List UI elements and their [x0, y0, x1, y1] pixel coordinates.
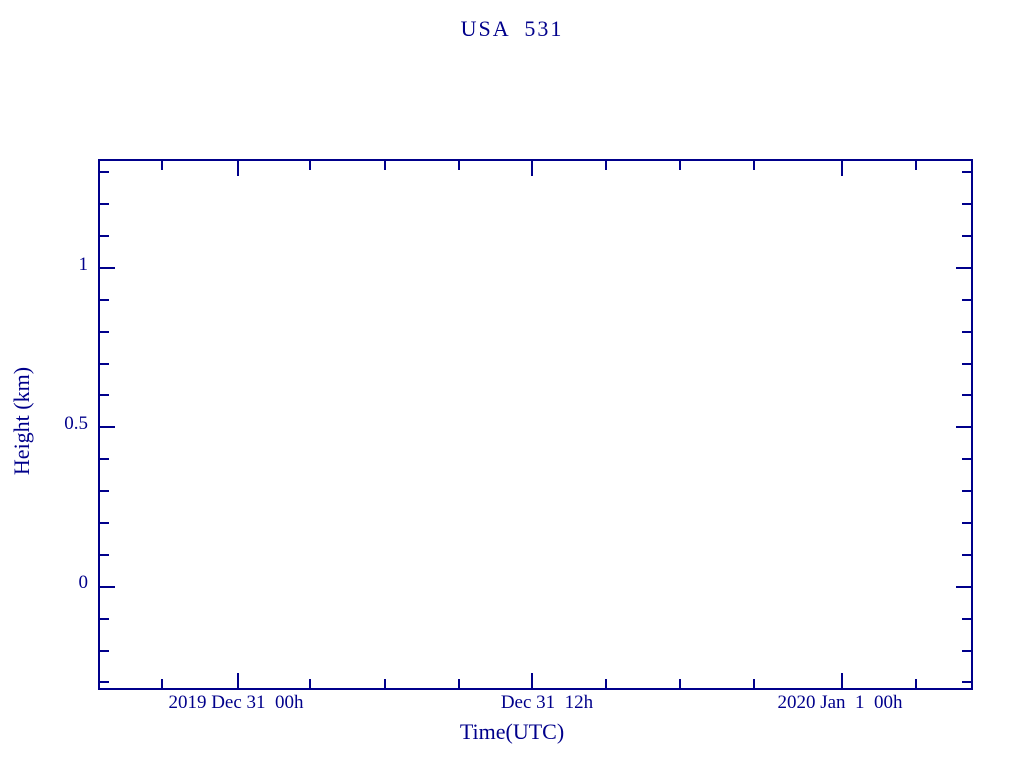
x-axis-major-tick [237, 673, 239, 688]
y-axis-minor-tick [100, 617, 109, 620]
x-axis-minor-tick [458, 161, 460, 170]
x-axis-major-tick [531, 161, 533, 176]
plot-inner-canvas [100, 161, 971, 688]
x-axis-minor-tick [753, 679, 755, 688]
x-tick-label: Dec 31 12h [500, 692, 594, 713]
y-axis-minor-tick [962, 458, 971, 461]
y-tick-label: 0 [78, 572, 89, 593]
x-axis-title: Time(UTC) [459, 719, 565, 744]
y-axis-minor-tick [962, 330, 971, 333]
y-axis-major-tick [956, 426, 971, 429]
y-axis-minor-tick [100, 298, 109, 301]
y-axis-minor-tick [100, 362, 109, 365]
x-axis-minor-tick [915, 679, 917, 688]
y-axis-minor-tick [100, 394, 109, 397]
y-axis-minor-tick [100, 458, 109, 461]
y-axis-major-tick [100, 426, 115, 429]
y-axis-minor-tick [962, 649, 971, 652]
y-axis-minor-tick [962, 394, 971, 397]
x-tick-label: 2019 Dec 31 00h [168, 692, 304, 713]
y-axis-minor-tick [100, 234, 109, 237]
x-axis-major-tick [531, 673, 533, 688]
x-axis-major-tick [237, 161, 239, 176]
y-tick-label: 0.5 [64, 413, 88, 434]
y-axis-major-tick [100, 585, 115, 588]
y-axis-minor-tick [100, 490, 109, 493]
x-axis-minor-tick [309, 679, 311, 688]
x-axis-minor-tick [679, 161, 681, 170]
y-axis-minor-tick [100, 553, 109, 556]
y-axis-minor-tick [962, 234, 971, 237]
x-axis-minor-tick [605, 679, 607, 688]
x-axis-minor-tick [384, 679, 386, 688]
x-axis-minor-tick [915, 161, 917, 170]
x-axis-minor-tick [384, 161, 386, 170]
y-axis-minor-tick [962, 521, 971, 524]
y-axis-minor-tick [962, 203, 971, 206]
y-axis-minor-tick [962, 171, 971, 174]
y-axis-minor-tick [962, 553, 971, 556]
y-axis-major-tick [956, 585, 971, 588]
x-axis-minor-tick [161, 161, 163, 170]
y-axis-minor-tick [100, 171, 109, 174]
y-axis-minor-tick [100, 330, 109, 333]
x-tick-label: 2020 Jan 1 00h [777, 692, 903, 713]
x-axis-minor-tick [679, 679, 681, 688]
x-axis-major-tick [841, 673, 843, 688]
y-axis-minor-tick [100, 203, 109, 206]
y-axis-major-tick [100, 266, 115, 269]
plot-area[interactable] [98, 159, 973, 690]
x-axis-major-tick [841, 161, 843, 176]
y-axis-title: Height (km) [9, 366, 34, 476]
y-axis-minor-tick [962, 298, 971, 301]
x-axis-minor-tick [458, 679, 460, 688]
y-axis-minor-tick [100, 649, 109, 652]
y-axis-minor-tick [962, 362, 971, 365]
y-tick-label: 1 [78, 254, 89, 275]
y-axis-minor-tick [962, 681, 971, 684]
chart-title: USA 531 [460, 16, 564, 41]
y-axis-major-tick [956, 266, 971, 269]
y-axis-minor-tick [100, 521, 109, 524]
x-axis-minor-tick [309, 161, 311, 170]
y-axis-minor-tick [962, 490, 971, 493]
y-axis-minor-tick [100, 681, 109, 684]
x-axis-minor-tick [161, 679, 163, 688]
x-axis-minor-tick [605, 161, 607, 170]
y-axis-minor-tick [962, 617, 971, 620]
x-axis-minor-tick [753, 161, 755, 170]
